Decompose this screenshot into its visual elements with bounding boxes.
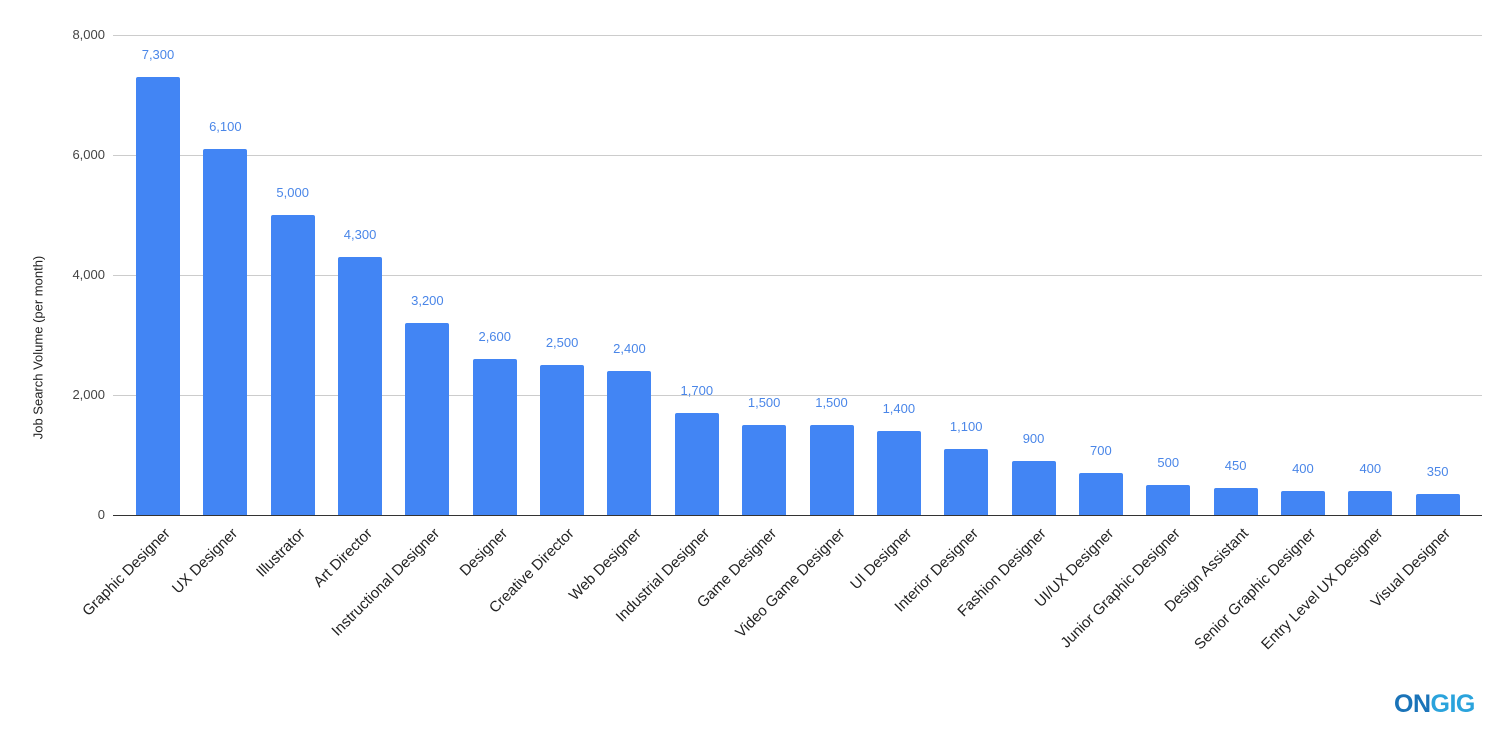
gridline <box>113 155 1482 156</box>
bar <box>270 215 315 515</box>
bar-value-label: 4,300 <box>343 227 377 242</box>
gridline <box>113 35 1482 36</box>
x-tick-label: Graphic Designer <box>79 525 174 620</box>
bar-value-label: 2,400 <box>613 341 646 356</box>
logo-part-gig: GIG <box>1430 690 1476 718</box>
x-tick-label: Designer <box>456 525 511 580</box>
x-tick-label: Illustrator <box>252 525 309 581</box>
bar <box>203 149 248 515</box>
x-tick-label: Senior Graphic Designer <box>1191 525 1320 654</box>
bar-value-label: 500 <box>1157 455 1180 470</box>
x-tick-label: UI Designer <box>847 525 916 594</box>
bar-value-label: 1,400 <box>882 401 916 416</box>
bar-value-label: 5,000 <box>276 185 309 200</box>
bar-value-label: 2,600 <box>478 329 512 344</box>
bar <box>1011 461 1056 515</box>
x-tick-label: Junior Graphic Designer <box>1057 525 1185 652</box>
bar <box>338 257 383 515</box>
y-tick-label: 2,000 <box>72 387 105 402</box>
ongig-logo: ONGIG <box>1394 690 1475 719</box>
bar-value-label: 1,500 <box>747 395 781 410</box>
bar <box>1415 494 1460 515</box>
y-tick-label: 8,000 <box>72 27 105 42</box>
bar <box>809 425 854 515</box>
bar <box>1078 473 1123 515</box>
bar-value-label: 900 <box>1022 431 1045 446</box>
bar-value-label: 350 <box>1426 464 1449 479</box>
bar-value-label: 1,700 <box>680 383 714 398</box>
bar <box>540 365 585 515</box>
bar <box>1280 491 1325 515</box>
bar <box>405 323 450 515</box>
y-tick-label: 6,000 <box>72 147 105 162</box>
y-tick-label: 0 <box>97 507 105 522</box>
x-tick-label: Entry Level UX Designer <box>1258 525 1387 654</box>
bar-value-label: 400 <box>1292 461 1314 476</box>
bar <box>1213 488 1258 515</box>
bar <box>136 77 180 515</box>
bar <box>944 449 989 515</box>
bar-value-label: 6,100 <box>209 119 242 134</box>
gridline <box>113 395 1482 396</box>
bar-value-label: 1,500 <box>815 395 848 410</box>
x-tick-label: UX Designer <box>169 525 242 598</box>
bar-value-label: 700 <box>1090 443 1112 458</box>
bar <box>1348 491 1393 515</box>
bar <box>742 425 787 515</box>
bar-value-label: 7,300 <box>141 47 175 62</box>
logo-part-on: ON <box>1394 690 1431 718</box>
bar-value-label: 1,100 <box>949 419 983 434</box>
bar-value-label: 450 <box>1224 458 1247 473</box>
bar <box>472 359 517 515</box>
bar <box>876 431 921 515</box>
bar-value-label: 3,200 <box>411 293 444 308</box>
x-tick-label: Art Director <box>310 525 376 591</box>
bar <box>1146 485 1191 515</box>
bar-value-label: 2,500 <box>545 335 579 350</box>
x-axis-baseline <box>113 515 1482 516</box>
gridline <box>113 275 1482 276</box>
bar <box>607 371 652 515</box>
y-axis-title: Job Search Volume (per month) <box>30 255 46 440</box>
bar-value-label: 400 <box>1359 461 1382 476</box>
y-tick-label: 4,000 <box>72 267 105 282</box>
bar <box>674 413 719 515</box>
